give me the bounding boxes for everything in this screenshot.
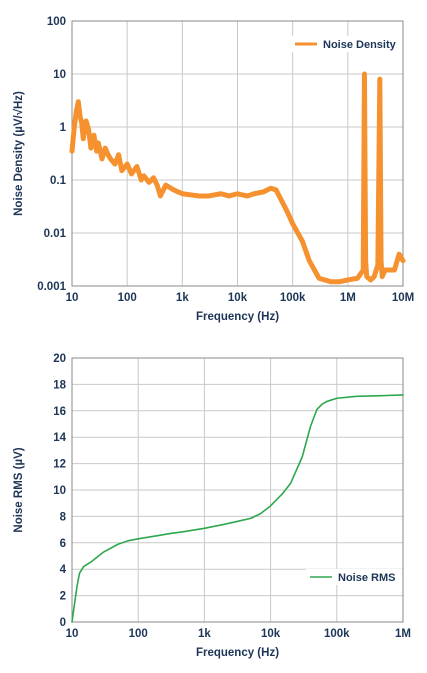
y-tick-label: 0.1 <box>50 175 67 187</box>
y-tick-label: 8 <box>60 511 67 523</box>
y-tick-label: 4 <box>60 564 67 576</box>
x-tick-label: 1k <box>176 292 189 304</box>
x-tick-label: 100k <box>324 628 350 640</box>
y-tick-label: 100 <box>47 16 66 28</box>
y-tick-label: 2 <box>60 591 66 603</box>
noise-density-chart: 10 100 1k 10k 100k 1M 10M 0.001 0.01 0.1 1 10 100 Fre… <box>12 16 414 323</box>
legend-label: Noise Density <box>323 39 397 51</box>
x-tick-label: 100 <box>118 292 137 304</box>
x-tick-label: 10M <box>392 292 414 304</box>
series-line <box>69 71 406 285</box>
x-tick-label: 1M <box>340 292 356 304</box>
y-tick-label: 0 <box>60 617 66 629</box>
legend: Noise RMS <box>306 569 402 585</box>
legend-background <box>291 36 402 52</box>
x-tick-label: 1M <box>395 628 411 640</box>
x-tick-label: 10k <box>228 292 248 304</box>
y-tick-label: 10 <box>53 69 66 81</box>
legend: Noise Density <box>291 36 402 52</box>
y-tick-label: 16 <box>53 406 66 418</box>
x-axis-title: Frequency (Hz) <box>196 647 279 659</box>
plot-frame <box>71 357 404 623</box>
x-axis-title: Frequency (Hz) <box>196 311 279 323</box>
y-tick-label: 0.01 <box>44 228 67 240</box>
legend-label: Noise RMS <box>338 572 395 584</box>
y-tick-label: 18 <box>53 379 66 391</box>
x-tick-label: 10 <box>66 628 79 640</box>
y-tick-label: 14 <box>53 432 66 444</box>
y-tick-label: 20 <box>53 353 66 365</box>
x-tick-label: 100k <box>280 292 306 304</box>
noise-rms-chart: 10 100 1k 10k 100k 1M 0 2 4 6 8 10 12 14 16 18 20 Frequen… <box>13 353 411 659</box>
x-tick-label: 1k <box>198 628 211 640</box>
x-tick-label: 10k <box>261 628 281 640</box>
y-tick-label: 12 <box>53 459 66 471</box>
y-tick-label: 10 <box>53 485 66 497</box>
y-tick-label: 6 <box>60 538 66 550</box>
series-line <box>71 394 404 623</box>
x-tick-label: 100 <box>129 628 148 640</box>
y-axis-title: Noise Density (µV/√Hz) <box>12 91 25 216</box>
legend-background <box>306 569 402 585</box>
y-axis-title: Noise RMS (µV) <box>13 447 25 532</box>
y-tick-label: 0.001 <box>37 281 66 293</box>
y-tick-label: 1 <box>60 122 67 134</box>
x-tick-label: 10 <box>66 292 79 304</box>
